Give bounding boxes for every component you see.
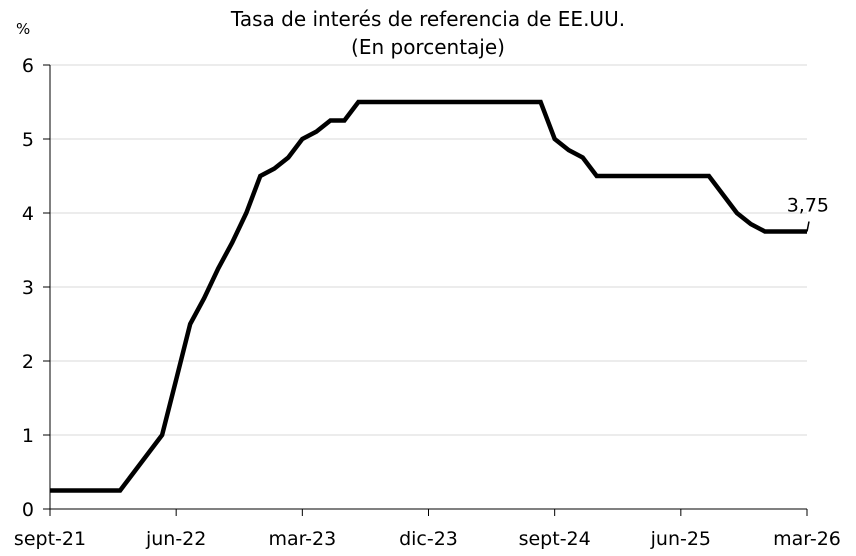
x-tick-label: jun-25 [650, 528, 711, 550]
chart-title-block: Tasa de interés de referencia de EE.UU. … [0, 5, 856, 61]
y-tick-label: 5 [22, 129, 34, 151]
x-tick-label: mar-26 [773, 528, 841, 550]
y-tick-label: 3 [22, 277, 34, 299]
x-tick-label: mar-23 [268, 528, 336, 550]
series-line-fed-rate [50, 99, 807, 493]
y-tick-label: 0 [22, 499, 34, 521]
end-value-label: 3,75 [787, 195, 829, 217]
x-tick-label: sept-21 [14, 528, 86, 550]
y-tick-label: 6 [22, 55, 34, 77]
y-tick-label: 2 [22, 351, 34, 373]
end-label-leader [806, 221, 810, 232]
y-tick-label: 4 [22, 203, 34, 225]
chart-title: Tasa de interés de referencia de EE.UU. [230, 7, 626, 31]
chart-subtitle: (En porcentaje) [351, 35, 505, 59]
y-tick-label: 1 [22, 425, 34, 447]
x-tick-label: dic-23 [399, 528, 458, 550]
x-tick-label: sept-24 [519, 528, 591, 550]
x-tick-label: jun-22 [145, 528, 206, 550]
y-axis-unit-label: % [16, 20, 30, 38]
